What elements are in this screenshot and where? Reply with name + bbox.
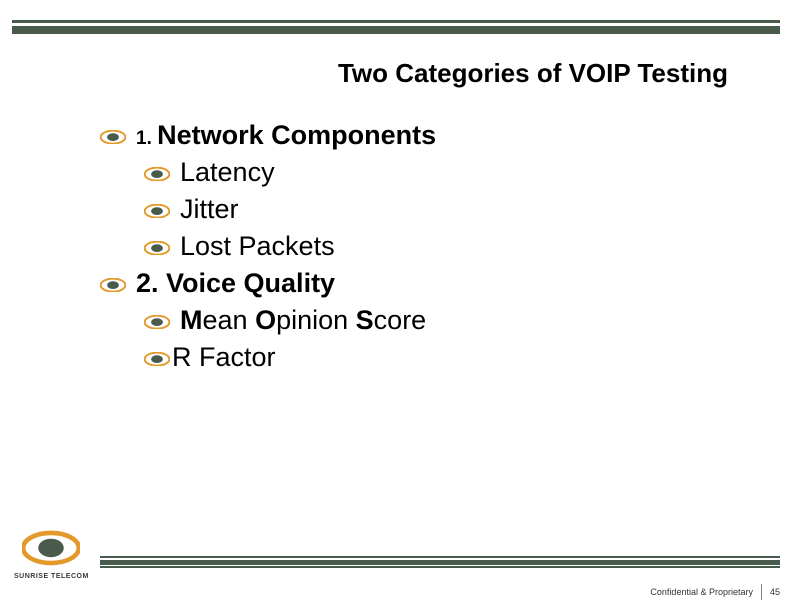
eye-bullet-icon — [144, 241, 170, 255]
list-item-text: R Factor — [172, 342, 276, 373]
slide-title: Two Categories of VOIP Testing — [0, 58, 768, 89]
list-item-level2: Mean Opinion Score — [144, 305, 752, 336]
list-item-text: Latency — [180, 157, 275, 188]
list-item-text: Lost Packets — [180, 231, 335, 262]
eye-bullet-icon — [144, 204, 170, 218]
logo-eye-icon — [22, 530, 80, 571]
footer: Confidential & Proprietary 45 — [650, 584, 780, 600]
list-item-text: 2. Voice Quality — [136, 268, 335, 299]
top-divider — [12, 20, 780, 34]
top-divider-fill — [12, 26, 780, 32]
footer-separator — [761, 584, 762, 600]
eye-bullet-icon — [144, 167, 170, 181]
eye-bullet-icon — [144, 167, 170, 181]
eye-bullet-icon — [100, 130, 126, 144]
eye-bullet-icon — [144, 204, 170, 218]
eye-bullet-icon — [100, 278, 126, 292]
list-item-text: 1. Network Components — [136, 120, 436, 151]
eye-bullet-icon — [100, 278, 126, 292]
bottom-divider-fill — [100, 560, 780, 565]
eye-bullet-icon — [100, 130, 126, 144]
logo-text: SUNRISE TELECOM — [14, 573, 89, 580]
bottom-divider — [100, 556, 780, 568]
list-item-level2: Lost Packets — [144, 231, 752, 262]
page-number: 45 — [770, 587, 780, 597]
eye-bullet-icon — [144, 352, 170, 366]
list-item-level2: Latency — [144, 157, 752, 188]
list-item-text: Mean Opinion Score — [180, 305, 426, 336]
list-item-level2: R Factor — [144, 342, 752, 373]
eye-bullet-icon — [144, 315, 170, 329]
slide-frame: Two Categories of VOIP Testing 1. Networ… — [0, 0, 792, 612]
footer-label: Confidential & Proprietary — [650, 587, 753, 597]
eye-bullet-icon — [144, 315, 170, 329]
content-area: 1. Network Components Latency Jitter Los… — [100, 120, 752, 379]
list-item-level1: 1. Network Components — [100, 120, 752, 151]
list-item-level1: 2. Voice Quality — [100, 268, 752, 299]
brand-logo: SUNRISE TELECOM — [14, 530, 89, 580]
eye-bullet-icon — [144, 241, 170, 255]
list-item-level2: Jitter — [144, 194, 752, 225]
eye-bullet-icon — [144, 352, 170, 366]
list-item-text: Jitter — [180, 194, 239, 225]
